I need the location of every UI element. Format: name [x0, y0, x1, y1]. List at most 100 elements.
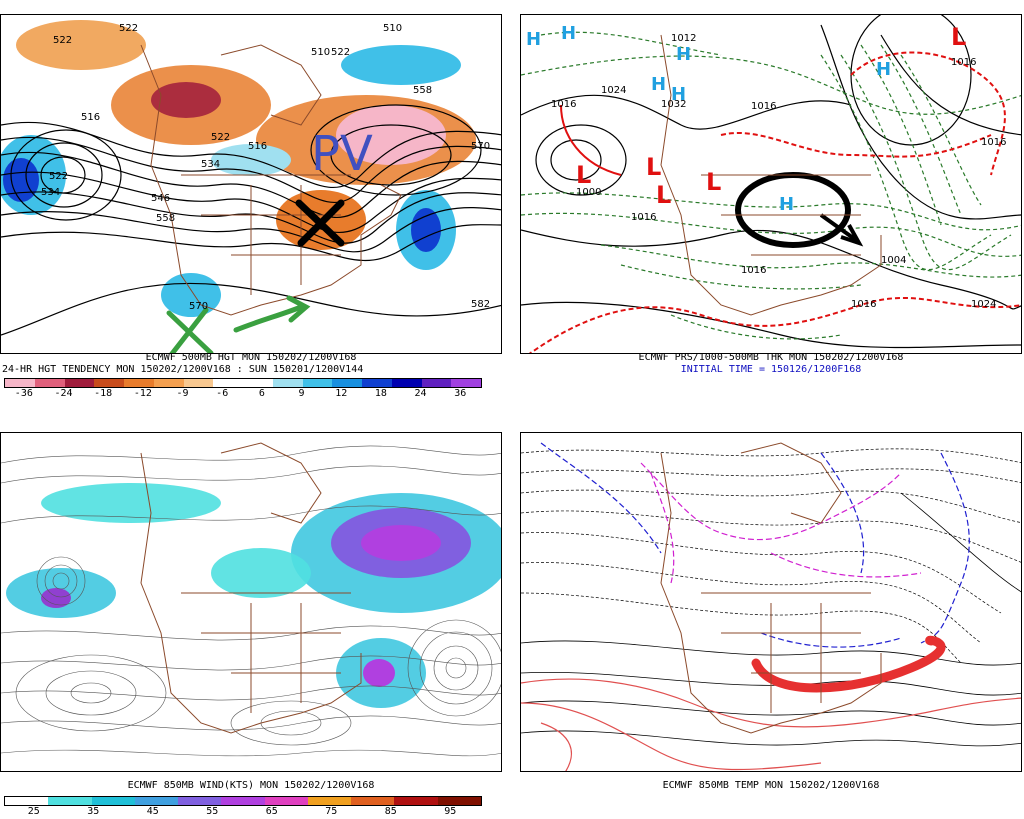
colorbar-swatch	[264, 797, 308, 805]
svg-text:516: 516	[81, 112, 100, 123]
map-wind-graphic	[1, 442, 501, 757]
panel-500mb-height: PV 522 522 516 522 534 522 534 546 558 5…	[0, 0, 502, 399]
svg-text:582: 582	[471, 299, 490, 310]
caption-initial-time: INITIAL TIME = 150126/1200F168	[680, 364, 862, 375]
svg-text:522: 522	[119, 23, 138, 34]
colorbar-swatch	[91, 797, 135, 805]
caption-500mb: ECMWF 500MB HGT MON 150202/1200V168	[145, 352, 357, 363]
svg-text:1016: 1016	[851, 299, 876, 310]
svg-text:1016: 1016	[741, 265, 766, 276]
colorbar-swatch	[124, 379, 154, 387]
colorbar-tick: 9	[298, 388, 305, 399]
colorbar-tick: 75	[325, 806, 338, 817]
map-temp-graphic	[521, 442, 1021, 771]
colorbar-tick: 6	[258, 388, 265, 399]
svg-text:522: 522	[53, 35, 72, 46]
colorbar-swatch	[307, 797, 352, 805]
colorbar-tick: 85	[384, 806, 397, 817]
caption-850mb-wind: ECMWF 850MB WIND(KTS) MON 150202/1200V16…	[127, 780, 375, 791]
svg-text:534: 534	[41, 187, 60, 198]
svg-text:1032: 1032	[661, 99, 686, 110]
colorbar-tendency	[4, 378, 482, 388]
svg-text:1024: 1024	[601, 85, 626, 96]
colorbar-tick: 25	[27, 806, 40, 817]
colorbar-swatch	[153, 379, 184, 387]
svg-text:570: 570	[189, 301, 208, 312]
colorbar-swatch	[391, 379, 422, 387]
colorbar-tick: 45	[146, 806, 159, 817]
colorbar-swatch	[421, 379, 452, 387]
svg-text:1012: 1012	[671, 33, 696, 44]
colorbar-swatch	[213, 379, 243, 387]
colorbar-swatch	[332, 379, 362, 387]
svg-text:516: 516	[248, 141, 267, 152]
svg-text:H: H	[876, 59, 891, 80]
svg-text:L: L	[646, 153, 661, 181]
colorbar-tick: 65	[265, 806, 278, 817]
svg-text:522: 522	[331, 47, 350, 58]
map-850mb-wind[interactable]	[0, 432, 502, 772]
svg-text:1016: 1016	[631, 212, 656, 223]
svg-text:534: 534	[201, 159, 220, 170]
colorbar-tick: 12	[335, 388, 348, 399]
svg-text:1016: 1016	[751, 101, 776, 112]
svg-text:L: L	[706, 168, 721, 196]
svg-text:510: 510	[311, 47, 330, 58]
colorbar-swatch	[394, 797, 438, 805]
colorbar-swatch	[134, 797, 179, 805]
map-500mb-graphic: PV 522 522 516 522 534 522 534 546 558 5…	[1, 20, 501, 353]
colorbar-wind	[4, 796, 482, 806]
colorbar-swatch	[437, 797, 481, 805]
pv-annotation: PV	[311, 126, 373, 182]
colorbar-swatch	[48, 797, 92, 805]
caption-850mb-temp: ECMWF 850MB TEMP MON 150202/1200V168	[662, 780, 880, 791]
colorbar-swatch	[221, 797, 265, 805]
caption-tendency: 24-HR HGT TENDENCY MON 150202/1200V168 :…	[2, 364, 364, 375]
svg-text:1024: 1024	[971, 299, 996, 310]
colorbar-tick: 18	[374, 388, 387, 399]
panel-850mb-temp: ECMWF 850MB TEMP MON 150202/1200V168	[520, 418, 1022, 811]
svg-text:H: H	[561, 23, 576, 44]
map-850mb-temp[interactable]	[520, 432, 1022, 772]
colorbar-swatch	[272, 379, 303, 387]
svg-text:H: H	[779, 194, 794, 215]
colorbar-tick: -6	[216, 388, 229, 399]
colorbar-swatch	[362, 379, 392, 387]
colorbar-tick: 35	[87, 806, 100, 817]
svg-text:510: 510	[383, 23, 402, 34]
svg-text:570: 570	[471, 141, 490, 152]
map-pressure-thickness[interactable]: L L L L L H H H H H H H 1012 1016 1024 1…	[520, 14, 1022, 354]
svg-text:522: 522	[49, 171, 68, 182]
colorbar-swatch	[64, 379, 95, 387]
svg-text:1016: 1016	[981, 137, 1006, 148]
colorbar-tick: -18	[94, 388, 113, 399]
colorbar-tick: 95	[444, 806, 457, 817]
colorbar-tick: -36	[14, 388, 33, 399]
colorbar-swatch	[94, 379, 124, 387]
colorbar-tick: -24	[54, 388, 73, 399]
colorbar-swatch	[351, 797, 395, 805]
colorbar-swatch	[302, 379, 333, 387]
svg-text:H: H	[651, 74, 666, 95]
svg-text:1000: 1000	[576, 187, 601, 198]
svg-text:L: L	[576, 161, 591, 189]
panel-850mb-wind: ECMWF 850MB WIND(KTS) MON 150202/1200V16…	[0, 418, 502, 817]
map-500mb-height[interactable]: PV 522 522 516 522 534 522 534 546 558 5…	[0, 14, 502, 354]
colorbar-tick: 36	[454, 388, 467, 399]
colorbar-ticks-tendency: -36 -24 -18 -12 -9 -6 6 9 12 18 24 36	[4, 388, 480, 399]
svg-text:1004: 1004	[881, 255, 906, 266]
colorbar-swatch	[5, 379, 35, 387]
colorbar-swatch	[5, 797, 49, 805]
colorbar-tick: -12	[133, 388, 152, 399]
svg-text:1016: 1016	[551, 99, 576, 110]
svg-text:546: 546	[151, 193, 170, 204]
svg-text:558: 558	[156, 213, 175, 224]
colorbar-tick: 55	[206, 806, 219, 817]
svg-text:H: H	[676, 44, 691, 65]
colorbar-swatch	[243, 379, 273, 387]
colorbar-ticks-wind: 25 35 45 55 65 75 85 95	[4, 806, 480, 817]
svg-text:1016: 1016	[951, 57, 976, 68]
colorbar-swatch	[451, 379, 481, 387]
panel-pressure-thickness: L L L L L H H H H H H H 1012 1016 1024 1…	[520, 0, 1022, 393]
colorbar-tick: -9	[176, 388, 189, 399]
